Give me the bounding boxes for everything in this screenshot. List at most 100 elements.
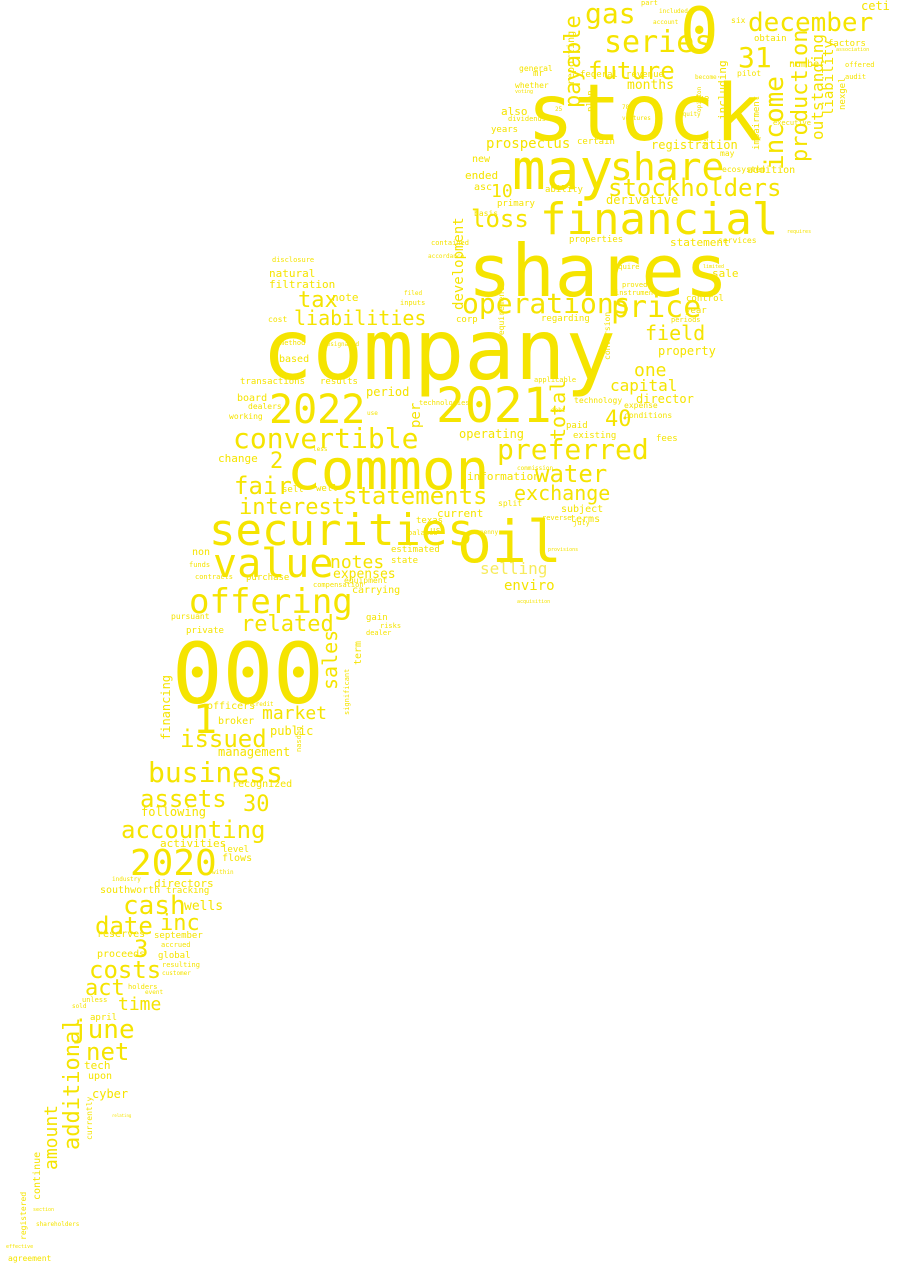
word-common: common bbox=[287, 438, 490, 503]
word-regarding: balance bbox=[408, 529, 438, 537]
word-wells: wells bbox=[184, 899, 224, 914]
word-expenses: expenses bbox=[333, 567, 396, 582]
word-market: market bbox=[262, 703, 328, 724]
word-dealer: risks bbox=[380, 622, 402, 630]
word-related: related bbox=[241, 612, 334, 637]
word-registered: registered bbox=[19, 1191, 28, 1240]
word-factors: factors bbox=[828, 39, 866, 49]
word-development: development bbox=[451, 217, 467, 310]
word-mr: mr bbox=[533, 69, 544, 79]
word-instruments: conditions bbox=[624, 411, 673, 420]
word-shares: shares bbox=[468, 229, 729, 313]
word-cash: cash bbox=[123, 891, 186, 921]
word-inputs: accordance bbox=[428, 253, 465, 260]
word-stockholders: stockholders bbox=[608, 174, 782, 202]
word-contracts: contracts bbox=[195, 573, 233, 581]
word-less: private bbox=[186, 626, 224, 636]
word-sales: sales bbox=[318, 629, 342, 690]
word-operating: operating bbox=[459, 427, 525, 441]
word-public: public bbox=[270, 724, 314, 738]
word-3: 3 bbox=[134, 935, 149, 963]
word-section: currently bbox=[85, 1096, 94, 1140]
word-2022: 2022 bbox=[269, 387, 366, 433]
word-costs: costs bbox=[89, 956, 162, 984]
word-acquisition: requires bbox=[787, 229, 812, 235]
word-gain: offered bbox=[845, 61, 875, 69]
word-control: control bbox=[686, 294, 724, 304]
word-results: results bbox=[320, 377, 358, 387]
word-financing: financing bbox=[159, 674, 173, 740]
word-non: non bbox=[192, 547, 211, 558]
word-including: including bbox=[716, 60, 729, 120]
word-carrying: carrying bbox=[352, 585, 401, 596]
word-registration: registration bbox=[651, 138, 738, 152]
word-future: future bbox=[588, 57, 675, 85]
word-currently: holders bbox=[128, 983, 158, 991]
word-may: may bbox=[512, 138, 614, 203]
word-gas: gas bbox=[585, 0, 636, 30]
word-following: following bbox=[141, 805, 207, 819]
word-purchase: purchase bbox=[246, 573, 290, 583]
word-estimated: estimated bbox=[391, 545, 440, 555]
word-within: shareholders bbox=[36, 1221, 80, 1228]
word-cyber: cyber bbox=[92, 1087, 129, 1101]
word-requires: become bbox=[695, 74, 717, 81]
word-officers: officers bbox=[207, 701, 256, 712]
word-compensation: significant bbox=[343, 668, 351, 715]
word-included: included bbox=[659, 8, 688, 15]
word-securities: securities bbox=[209, 505, 474, 556]
word-issued: issued bbox=[180, 725, 267, 753]
word-reverse: less bbox=[313, 446, 328, 453]
word-780: audit bbox=[845, 73, 867, 81]
word-number: number bbox=[789, 59, 826, 70]
word-000: 000 bbox=[172, 625, 324, 723]
word-2020: 2020 bbox=[130, 843, 217, 884]
word-recognized: recognized bbox=[232, 779, 293, 790]
word-accrued: penny bbox=[480, 529, 499, 536]
word-use: technology bbox=[574, 396, 623, 405]
word-note: note bbox=[332, 291, 359, 304]
word-proved: require bbox=[610, 263, 640, 271]
word-asc: asc bbox=[474, 182, 493, 193]
word-net: net bbox=[86, 1038, 130, 1066]
word-prospectus: prospectus bbox=[486, 136, 571, 152]
word-year: year bbox=[685, 306, 707, 316]
word-tracking: section bbox=[33, 1207, 55, 1213]
word-equity: nasdaq bbox=[295, 726, 303, 752]
word-series: series bbox=[604, 25, 713, 60]
word-private: compensation bbox=[313, 581, 364, 589]
word-dealers: dealers bbox=[248, 402, 282, 411]
word-federal: federal bbox=[580, 70, 618, 80]
word-filed: contained bbox=[431, 239, 469, 247]
word-30: 30 bbox=[243, 792, 270, 817]
word-continue: continue bbox=[32, 1151, 43, 1200]
word-credit: provisions bbox=[548, 547, 579, 553]
word-nasdaq: limited bbox=[703, 264, 725, 270]
word-us: us bbox=[430, 526, 441, 536]
word-new: new bbox=[472, 154, 491, 165]
word-proceeds: proceeds bbox=[97, 949, 146, 960]
word-units: association bbox=[836, 47, 870, 53]
word-general: general bbox=[519, 64, 553, 73]
word-offered: impairment bbox=[752, 95, 762, 150]
word-activities: activities bbox=[160, 837, 227, 850]
word-management: management bbox=[218, 745, 291, 759]
word-change: change bbox=[218, 452, 258, 465]
word-account: 780 bbox=[622, 104, 633, 111]
word-effective: tracking bbox=[166, 886, 210, 896]
word-share: share bbox=[610, 145, 725, 189]
word-term: dealer bbox=[366, 629, 392, 637]
word-addition: addition bbox=[747, 165, 796, 176]
word-31: 31 bbox=[738, 41, 772, 74]
word-revenue: revenue bbox=[626, 70, 664, 80]
word-board: board bbox=[237, 393, 268, 404]
word-whether: whether bbox=[515, 81, 549, 90]
word-ventures: voting bbox=[515, 89, 534, 95]
word-periods: proved bbox=[622, 281, 648, 289]
word-limited: account bbox=[653, 19, 679, 26]
word-expense: expense bbox=[624, 401, 658, 410]
word-primary: primary bbox=[497, 199, 535, 209]
word-equipment: equipment bbox=[344, 576, 388, 585]
word-statement: statement bbox=[670, 236, 730, 249]
